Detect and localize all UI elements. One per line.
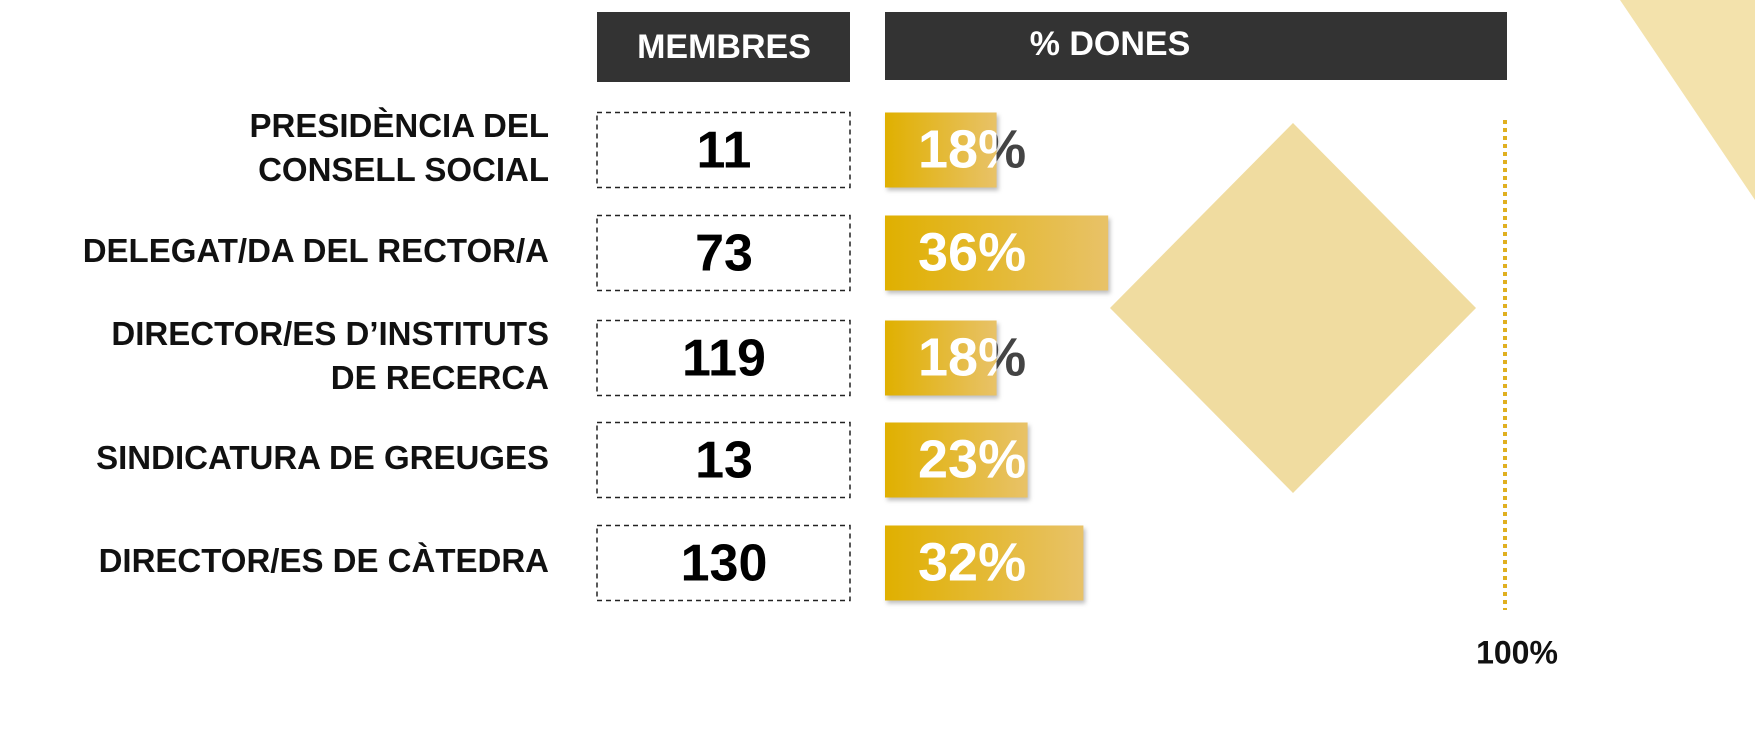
category-line: CONSELL SOCIAL [258,151,549,188]
value-label: 18% [918,119,1026,179]
category-label: PRESIDÈNCIA DEL CONSELL SOCIAL [250,107,549,188]
value-label: 36% [918,222,1026,282]
category-line: DELEGAT/DA DEL RECTOR/A [83,232,549,269]
bar [885,525,1084,601]
member-count: 13 [695,432,753,490]
x-tick-label: 100% [1476,634,1558,670]
category-label: DIRECTOR/ES D’INSTITUTS DE RECERCA [111,315,549,396]
values-header-box [885,12,1507,80]
category-line: DE RECERCA [331,359,549,396]
value-label: 32% [918,532,1026,592]
bar [885,112,997,188]
value-label: 23% [918,429,1026,489]
member-box [596,214,851,292]
members-header: MEMBRES [637,28,811,66]
diamond-decoration [1110,123,1476,493]
category-line: PRESIDÈNCIA DEL [250,107,549,144]
category-label: SINDICATURA DE GREUGES [96,439,549,476]
member-box [596,111,851,189]
bar [885,320,997,396]
member-count: 73 [695,225,753,283]
member-count: 130 [681,535,768,593]
members-header-box [597,12,850,82]
member-count: 11 [697,122,752,180]
category-line: DIRECTOR/ES D’INSTITUTS [111,315,549,352]
corner-decoration [1620,0,1755,200]
member-box [596,421,851,499]
member-box [596,319,851,397]
member-count: 119 [682,330,766,388]
category-label: DIRECTOR/ES DE CÀTEDRA [99,542,549,579]
values-header: % DONES [1030,25,1191,63]
category-line: DIRECTOR/ES DE CÀTEDRA [99,542,549,579]
bar [885,422,1028,498]
category-line: SINDICATURA DE GREUGES [96,439,549,476]
category-label: DELEGAT/DA DEL RECTOR/A [83,232,549,269]
member-box [596,524,851,602]
value-label: 18% [918,327,1026,387]
bar [885,215,1109,291]
